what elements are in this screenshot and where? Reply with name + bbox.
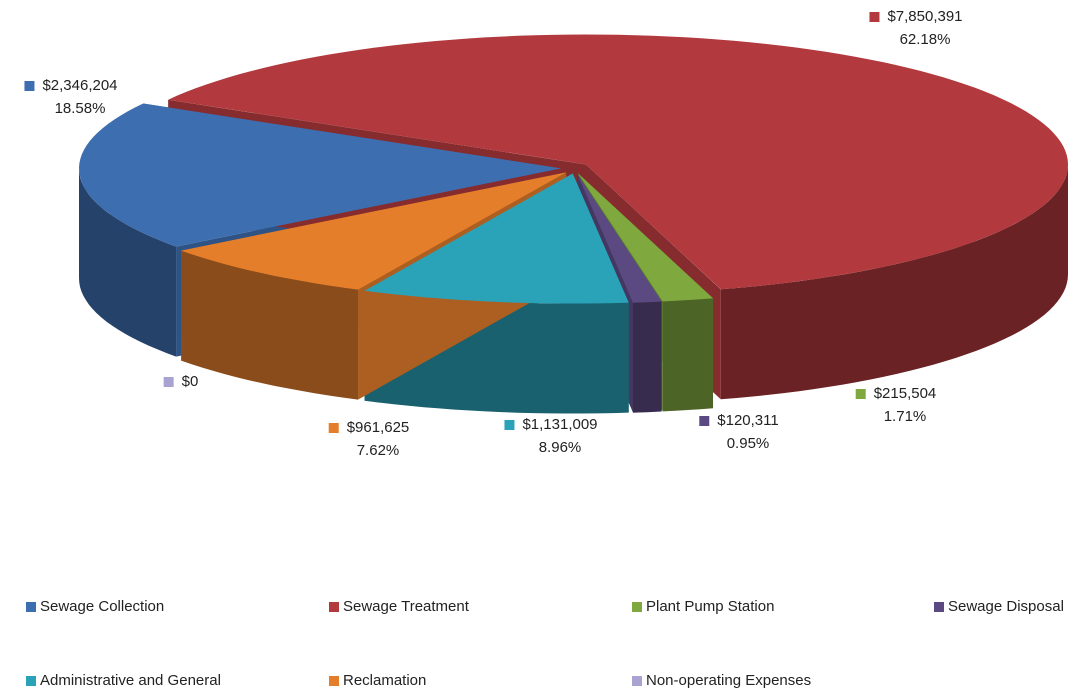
data-label: $2,346,204 xyxy=(42,77,117,94)
legend-label: Reclamation xyxy=(343,672,426,689)
data-label: $7,850,391 xyxy=(887,8,962,25)
data-label: $0 xyxy=(182,373,199,390)
label-marker xyxy=(869,12,880,22)
label-marker xyxy=(24,81,35,91)
legend-marker xyxy=(26,676,36,686)
data-label: 1.71% xyxy=(884,408,927,425)
data-label: $120,311 xyxy=(717,412,778,429)
legend-label: Sewage Collection xyxy=(40,598,164,615)
label-marker xyxy=(699,416,710,426)
label-marker xyxy=(855,389,866,399)
data-label: 8.96% xyxy=(539,439,582,456)
slice xyxy=(79,103,562,247)
legend-label: Administrative and General xyxy=(40,672,221,689)
slice-side xyxy=(720,164,1068,400)
legend-marker xyxy=(934,602,944,612)
slice-side xyxy=(633,301,662,413)
slice-side xyxy=(79,168,177,357)
data-label: 18.58% xyxy=(55,100,106,117)
data-label: 62.18% xyxy=(900,31,951,48)
slice xyxy=(577,173,662,303)
legend-marker xyxy=(632,676,642,686)
slice-side xyxy=(181,250,358,400)
legend-label: Sewage Disposal xyxy=(948,598,1064,615)
legend-marker xyxy=(329,602,339,612)
label-marker xyxy=(504,420,515,430)
legend-marker xyxy=(329,676,339,686)
slice xyxy=(364,173,629,304)
legend-label: Plant Pump Station xyxy=(646,598,774,615)
slice xyxy=(181,172,567,290)
data-label: $961,625 xyxy=(347,419,410,436)
slice xyxy=(578,173,713,302)
legend-label: Non-operating Expenses xyxy=(646,672,811,689)
data-label: $1,131,009 xyxy=(522,416,597,433)
legend-marker xyxy=(26,602,36,612)
data-label: 7.62% xyxy=(357,442,400,459)
legend-label: Sewage Treatment xyxy=(343,598,470,615)
label-marker xyxy=(163,377,174,387)
slice xyxy=(178,171,564,250)
label-marker xyxy=(328,423,339,433)
slice-side xyxy=(662,298,713,412)
slice xyxy=(168,34,1068,290)
legend-marker xyxy=(632,602,642,612)
data-label: $215,504 xyxy=(874,385,937,402)
data-label: 0.95% xyxy=(727,435,770,452)
